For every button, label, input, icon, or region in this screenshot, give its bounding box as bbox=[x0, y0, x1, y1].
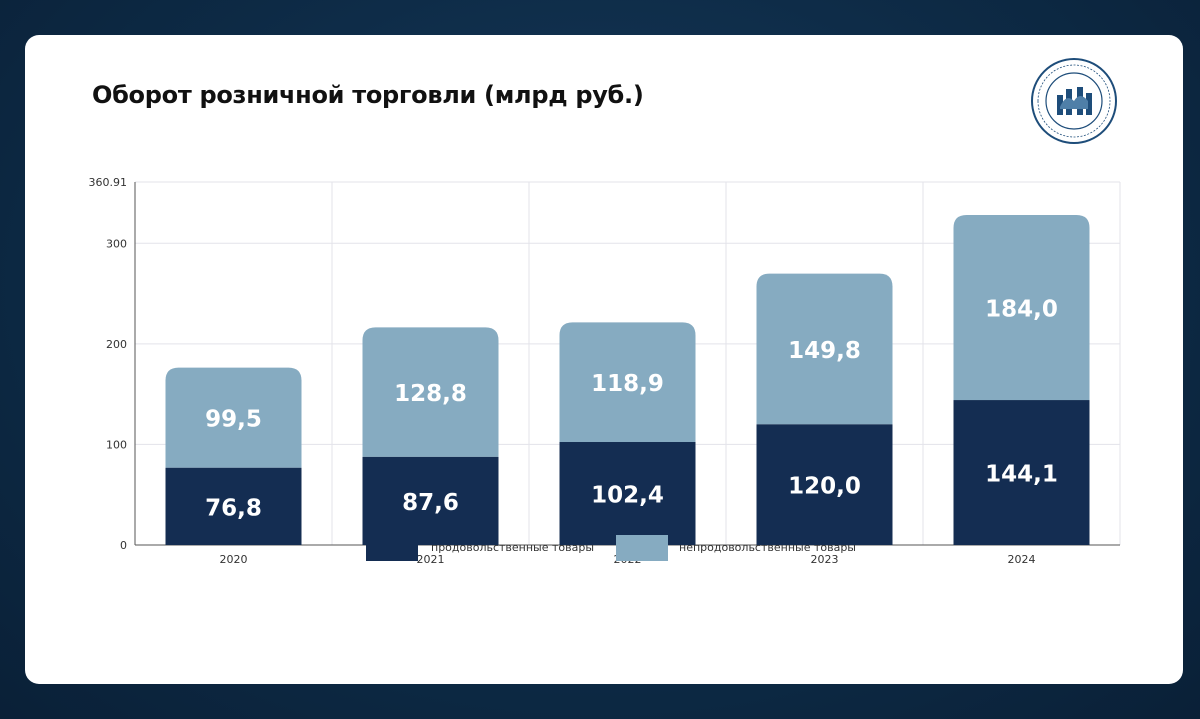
y-tick-label: 200 bbox=[106, 338, 127, 351]
data-label-food-2021: 87,6 bbox=[402, 490, 459, 516]
bar-nonfood-2021 bbox=[362, 327, 499, 457]
x-tick-label: 2023 bbox=[811, 553, 839, 566]
bar-food-2024 bbox=[953, 400, 1090, 545]
legend-label-nonfood: непродовольственные товары bbox=[679, 541, 856, 554]
data-label-nonfood-2022: 118,9 bbox=[591, 371, 664, 397]
data-label-food-2020: 76,8 bbox=[205, 495, 262, 521]
data-label-nonfood-2023: 149,8 bbox=[788, 338, 861, 364]
legend-swatch-nonfood bbox=[616, 535, 668, 561]
legend-label-food: продовольственные товары bbox=[431, 541, 595, 554]
bar-nonfood-2022 bbox=[559, 322, 696, 443]
bar-food-2023 bbox=[756, 424, 893, 545]
x-tick-label: 2021 bbox=[417, 553, 445, 566]
x-tick-label: 2024 bbox=[1008, 553, 1036, 566]
data-label-nonfood-2024: 184,0 bbox=[985, 297, 1058, 323]
bar-food-2020 bbox=[165, 467, 302, 545]
chart-title: Оборот розничной торговли (млрд руб.) bbox=[92, 81, 644, 109]
camel-emblem-icon bbox=[1031, 58, 1117, 144]
bar-food-2021 bbox=[362, 456, 499, 545]
y-tick-label: 0 bbox=[120, 539, 127, 552]
bar-nonfood-2024 bbox=[953, 215, 1090, 401]
x-tick-label: 2020 bbox=[220, 553, 248, 566]
bar-nonfood-2020 bbox=[165, 367, 302, 468]
y-tick-label: 300 bbox=[106, 237, 127, 250]
y-tick-label: 100 bbox=[106, 438, 127, 451]
data-label-food-2023: 120,0 bbox=[788, 474, 861, 500]
bar-nonfood-2023 bbox=[756, 273, 893, 425]
legend-swatch-food bbox=[366, 535, 418, 561]
data-label-nonfood-2020: 99,5 bbox=[205, 407, 262, 433]
y-tick-label: 360.91 bbox=[89, 176, 128, 189]
data-label-food-2024: 144,1 bbox=[985, 462, 1058, 488]
data-label-food-2022: 102,4 bbox=[591, 483, 664, 509]
data-label-nonfood-2021: 128,8 bbox=[394, 381, 467, 407]
bar-food-2022 bbox=[559, 442, 696, 545]
